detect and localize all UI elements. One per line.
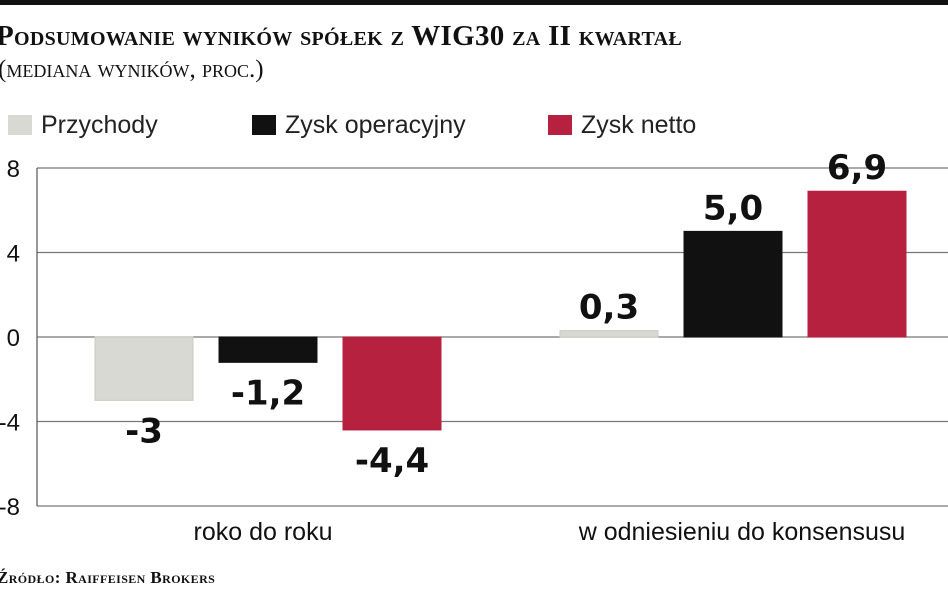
top-rule <box>0 0 948 5</box>
chart-title: Podsumowanie wyników spółek z WIG30 za I… <box>0 20 683 52</box>
source-note: Źródło: Raiffeisen Brokers <box>0 568 216 587</box>
y-tick-label: 8 <box>7 156 20 183</box>
data-label: -3 <box>125 411 163 451</box>
legend-label-zysk-operacyjny: Zysk operacyjny <box>285 111 466 139</box>
data-label: -1,2 <box>231 373 305 413</box>
bar <box>342 336 442 431</box>
data-label: 6,9 <box>827 148 887 188</box>
legend-swatch-przychody <box>8 115 32 135</box>
legend-swatch-zysk-netto <box>548 115 572 135</box>
data-label: 0,3 <box>579 288 639 328</box>
bar <box>559 330 659 338</box>
y-tick-label: 4 <box>7 241 20 268</box>
x-category-label: roko do roku <box>194 518 333 546</box>
x-category-label: w odniesieniu do konsensusu <box>578 518 906 546</box>
legend-label-przychody: Przychody <box>41 111 158 139</box>
y-tick-label: -4 <box>0 410 20 437</box>
bar <box>683 230 783 338</box>
chart-subtitle: (mediana wyników, proc.) <box>0 56 264 83</box>
data-label: -4,4 <box>355 441 429 481</box>
bar <box>94 336 194 401</box>
bar <box>807 190 907 338</box>
y-tick-label: -8 <box>0 494 20 521</box>
y-tick-label: 0 <box>7 325 20 352</box>
legend-label-zysk-netto: Zysk netto <box>581 111 697 139</box>
data-label: 5,0 <box>703 188 763 228</box>
legend-swatch-zysk-operacyjny <box>252 115 276 135</box>
bar <box>218 336 318 363</box>
